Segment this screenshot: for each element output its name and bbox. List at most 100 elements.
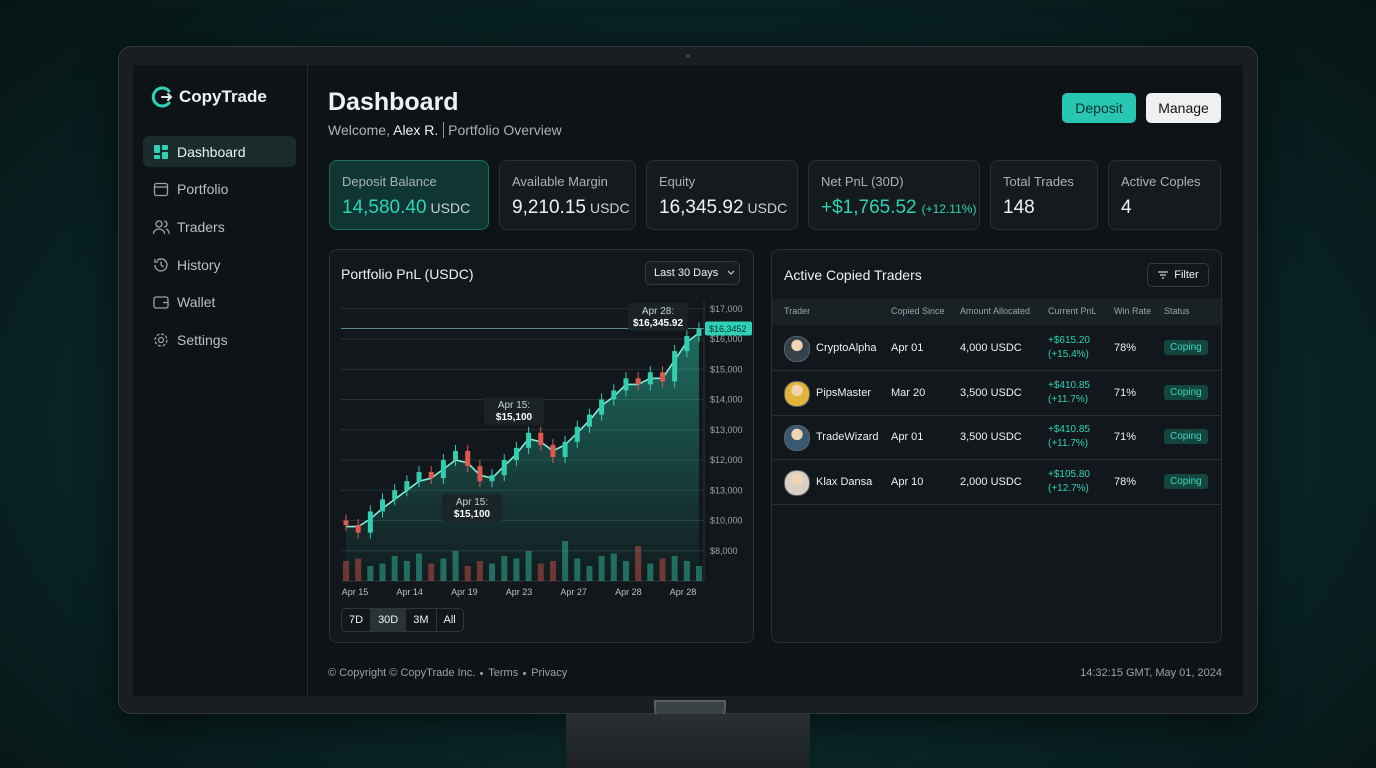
brand: CopyTrade (179, 87, 267, 106)
volume-bar (598, 556, 605, 581)
deposit-button[interactable]: Deposit (1062, 93, 1136, 123)
trader-name: Klax Dansa (816, 476, 873, 489)
nav-item[interactable]: Traders (143, 211, 296, 242)
nav-icon (153, 296, 169, 309)
period-selector: 7D 30D 3M All (341, 608, 464, 632)
candle-body (367, 511, 373, 533)
nav-item[interactable]: Portfolio (143, 174, 296, 205)
volume-bar (622, 561, 629, 581)
pnl-percent: (+12.7%) (1048, 483, 1089, 495)
x-tick-label: Apr 23 (506, 587, 533, 597)
status-badge: Coping (1164, 474, 1208, 490)
stat-value: +$1,765.52 (821, 197, 917, 218)
period-button[interactable]: 7D (349, 614, 364, 626)
pnl-percent: (+15.4%) (1048, 349, 1089, 360)
volume-bar (355, 558, 362, 581)
annotation-box (484, 397, 544, 425)
copied-since: Apr 01 (891, 431, 924, 444)
y-tick-label: $15,000 (710, 364, 743, 374)
filter-button[interactable]: Filter (1147, 263, 1209, 287)
avatar (784, 425, 810, 452)
row-divider (772, 504, 1221, 506)
candle-body (355, 525, 361, 533)
stat-value-row: 16,345.92 USDC (659, 197, 787, 219)
nav-label: History (177, 256, 221, 273)
pnl-value: +$410.85 (1048, 379, 1090, 391)
volume-bar (501, 556, 508, 581)
volume-bar (367, 566, 374, 581)
candle-body (477, 466, 483, 482)
candle-body (586, 414, 592, 427)
volume-bar (562, 541, 569, 581)
volume-bar (574, 558, 581, 581)
volume-bar (659, 558, 666, 581)
volume-bar (452, 551, 459, 581)
stat-value-row: 148 (1003, 197, 1085, 219)
stat-label: Equity (659, 174, 696, 189)
candle-body (416, 472, 422, 482)
nav-item[interactable]: Wallet (143, 287, 296, 318)
row-divider (772, 459, 1221, 461)
stat-card: Net PnL (30D) +$1,765.52 (+12.11%) (808, 160, 980, 230)
candle-body (428, 472, 434, 479)
period-button[interactable]: 30D (370, 609, 406, 631)
price-tag-bg (705, 321, 752, 336)
period-button[interactable]: All (435, 609, 463, 631)
terms-link[interactable]: Terms (488, 667, 519, 679)
stat-unit: USDC (430, 200, 471, 216)
volume-bar (537, 563, 544, 581)
volume-bar (513, 558, 520, 581)
stat-card: Total Trades 148 (990, 160, 1098, 230)
volume-bar (586, 566, 593, 581)
status-badge: Coping (1164, 340, 1208, 355)
annotation-date: Apr 15: (456, 497, 488, 508)
nav-label: Traders (177, 218, 225, 235)
stat-label: Deposit Balance (342, 174, 437, 189)
copied-since: Apr 01 (891, 342, 924, 354)
volume-bar (610, 553, 617, 581)
volume-bar (635, 546, 642, 581)
status-badge: Coping (1164, 384, 1208, 400)
candle-body (453, 450, 459, 461)
pnl-chart: $17,000 $16,000 $15,000 $14,000 $13,000 $12,0… (341, 301, 752, 597)
candle-body (574, 426, 580, 442)
stat-card: Available Margin 9,210.15 USDC (499, 160, 636, 230)
volume-bar (379, 563, 386, 581)
nav-item[interactable]: History (143, 249, 296, 280)
y-tick-label: $8,000 (710, 546, 738, 556)
nav-item[interactable]: Settings (143, 325, 296, 356)
candle-body (696, 328, 702, 336)
candle-body (659, 372, 665, 382)
candle-body (538, 432, 544, 445)
stat-label: Active Coples (1121, 174, 1201, 189)
amount: 3,500 USDC (960, 431, 1022, 444)
y-tick-label: $17,000 (710, 304, 743, 314)
manage-button[interactable]: Manage (1146, 93, 1221, 123)
nav-label: Wallet (177, 294, 216, 311)
user-name: Alex R. (393, 122, 445, 138)
period-button[interactable]: 3M (405, 609, 435, 631)
x-tick-label: Apr 19 (451, 587, 478, 597)
win-rate: 71% (1114, 386, 1137, 399)
chart-title: Portfolio PnL (USDC) (341, 266, 474, 282)
stat-value: 9,210.15 (512, 197, 586, 218)
nav-item[interactable]: Dashboard (143, 136, 296, 167)
volume-bar (476, 561, 483, 581)
separator (480, 671, 484, 675)
filter-label: Filter (1174, 269, 1199, 281)
candle-body (404, 481, 410, 491)
volume-bar (549, 561, 556, 581)
range-dropdown[interactable]: Last 30 Days (645, 261, 740, 285)
stat-unit: USDC (589, 200, 630, 216)
nav-icon (154, 333, 168, 347)
volume-bar (343, 561, 349, 581)
x-tick-label: Apr 28 (670, 587, 697, 597)
table-header-bg (772, 298, 1221, 325)
sidebar (133, 65, 308, 696)
candle-body (501, 460, 507, 476)
stat-value-row: 14,580.40 USDC (342, 197, 476, 219)
range-label: Last 30 Days (654, 267, 719, 279)
candle-body (684, 335, 690, 352)
privacy-link[interactable]: Privacy (531, 667, 568, 679)
